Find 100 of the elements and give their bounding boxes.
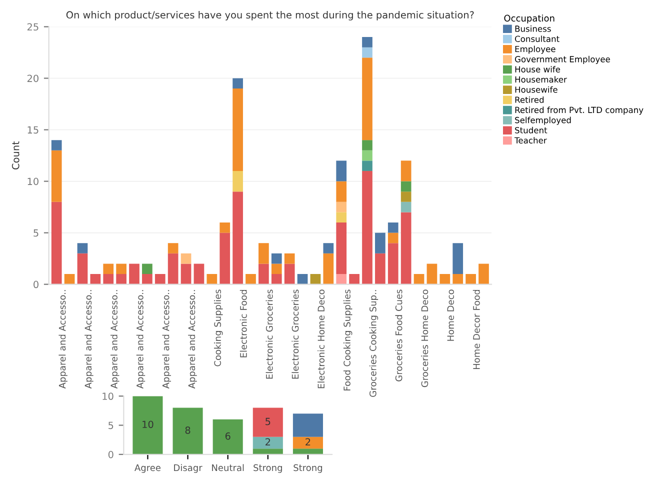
bar xyxy=(271,264,282,274)
legend-label: Retired xyxy=(515,96,544,103)
legend-label: Retired from Pvt. LTD company xyxy=(515,106,644,115)
bar xyxy=(271,274,282,284)
bar xyxy=(154,274,166,284)
bar xyxy=(336,181,347,202)
legend-label: Housemaker xyxy=(515,76,567,83)
legend-label: House wife xyxy=(515,66,560,72)
bar xyxy=(103,274,114,284)
data-label: 8 xyxy=(185,426,190,434)
x-tick-label: Home Deco xyxy=(447,290,454,341)
bar xyxy=(292,448,323,454)
bar xyxy=(77,243,88,254)
bar xyxy=(258,264,269,284)
bar xyxy=(362,47,372,58)
data-label: 10 xyxy=(142,420,154,428)
legend-label: Consultant xyxy=(514,36,560,42)
data-label: 6 xyxy=(225,432,230,440)
y-tick-label: 5 xyxy=(108,422,114,430)
bar xyxy=(90,274,101,284)
bar xyxy=(362,58,372,140)
bar xyxy=(232,192,243,284)
bar xyxy=(258,243,269,264)
bar xyxy=(362,160,372,171)
bar xyxy=(142,264,152,274)
bar xyxy=(212,419,243,454)
bar xyxy=(336,222,347,274)
bar xyxy=(271,253,282,264)
x-tick-label: Food Cooking Supplies xyxy=(343,290,352,390)
bar xyxy=(310,274,321,284)
x-tick-label: Apparel and Accesso.. xyxy=(58,290,68,389)
legend-title: Occupation xyxy=(504,14,554,24)
bar xyxy=(426,264,438,284)
bar xyxy=(252,448,283,454)
y-tick-label: 0 xyxy=(108,450,114,458)
y-tick-label: 10 xyxy=(102,392,114,400)
bar xyxy=(292,436,323,449)
x-tick-label: Groceries Food Cues xyxy=(395,290,402,382)
bar xyxy=(116,274,126,284)
x-tick-label: Neutral xyxy=(212,464,244,472)
bar xyxy=(388,232,398,244)
x-tick-label: Disagr xyxy=(174,464,202,473)
bar xyxy=(232,88,243,171)
bar xyxy=(362,37,372,48)
bar xyxy=(323,253,334,284)
x-tick-label: Apparel and Accesso.. xyxy=(188,290,197,389)
y-tick-label: 25 xyxy=(27,23,38,31)
bar xyxy=(129,264,140,284)
bar xyxy=(220,232,230,284)
legend-label: Housewife xyxy=(515,86,558,93)
bar xyxy=(103,264,114,274)
bar xyxy=(116,264,126,274)
bar xyxy=(132,396,163,454)
chart-title: On which product/services have you spent the most during the pandemic situation? xyxy=(66,11,474,20)
bar xyxy=(349,274,360,284)
bar xyxy=(400,202,412,212)
legend-label: Business xyxy=(515,25,551,32)
bar xyxy=(336,160,347,182)
bar xyxy=(452,274,464,284)
bar xyxy=(246,274,256,284)
bar xyxy=(51,150,62,202)
bar xyxy=(362,140,372,150)
legend-label: Selfemployed xyxy=(515,116,571,125)
x-tick-label: Electronic Food xyxy=(240,290,247,358)
x-tick-label: Strong xyxy=(294,464,322,473)
bar xyxy=(180,253,192,264)
bar xyxy=(362,150,372,161)
y-tick-label: 5 xyxy=(34,229,38,237)
data-label: 2 xyxy=(306,438,310,446)
bar xyxy=(284,253,295,264)
x-tick-label: Agree xyxy=(134,464,161,473)
x-tick-label: Apparel and Accesso.. xyxy=(84,290,94,389)
bar xyxy=(336,274,347,284)
bar xyxy=(478,264,489,284)
y-tick-label: 15 xyxy=(28,126,38,134)
bar xyxy=(440,274,450,284)
x-tick-label: Strong xyxy=(254,464,282,473)
x-tick-label: Groceries Home Deco xyxy=(421,290,428,388)
bar xyxy=(400,181,412,192)
bar xyxy=(297,274,308,284)
bar xyxy=(180,264,192,284)
bar xyxy=(400,192,412,202)
bar xyxy=(77,253,88,284)
bar xyxy=(232,78,243,89)
legend-label: Student xyxy=(515,126,548,134)
y-tick-label: 0 xyxy=(34,280,38,288)
bar xyxy=(206,274,218,284)
x-tick-label: Cooking Supplies xyxy=(214,290,223,366)
bar xyxy=(168,253,178,284)
bar xyxy=(452,243,464,274)
bar xyxy=(466,274,476,284)
y-tick-label: 10 xyxy=(28,178,38,186)
bar xyxy=(220,222,230,233)
legend-label: Teacher xyxy=(514,137,547,144)
bar xyxy=(375,253,386,284)
bar xyxy=(284,264,295,284)
x-tick-label: Home Decor Food xyxy=(472,290,480,370)
x-tick-label: Electronic Home Deco xyxy=(318,290,325,388)
data-label: 2 xyxy=(266,438,270,446)
x-tick-label: Groceries Cooking Sup.. xyxy=(369,290,378,397)
